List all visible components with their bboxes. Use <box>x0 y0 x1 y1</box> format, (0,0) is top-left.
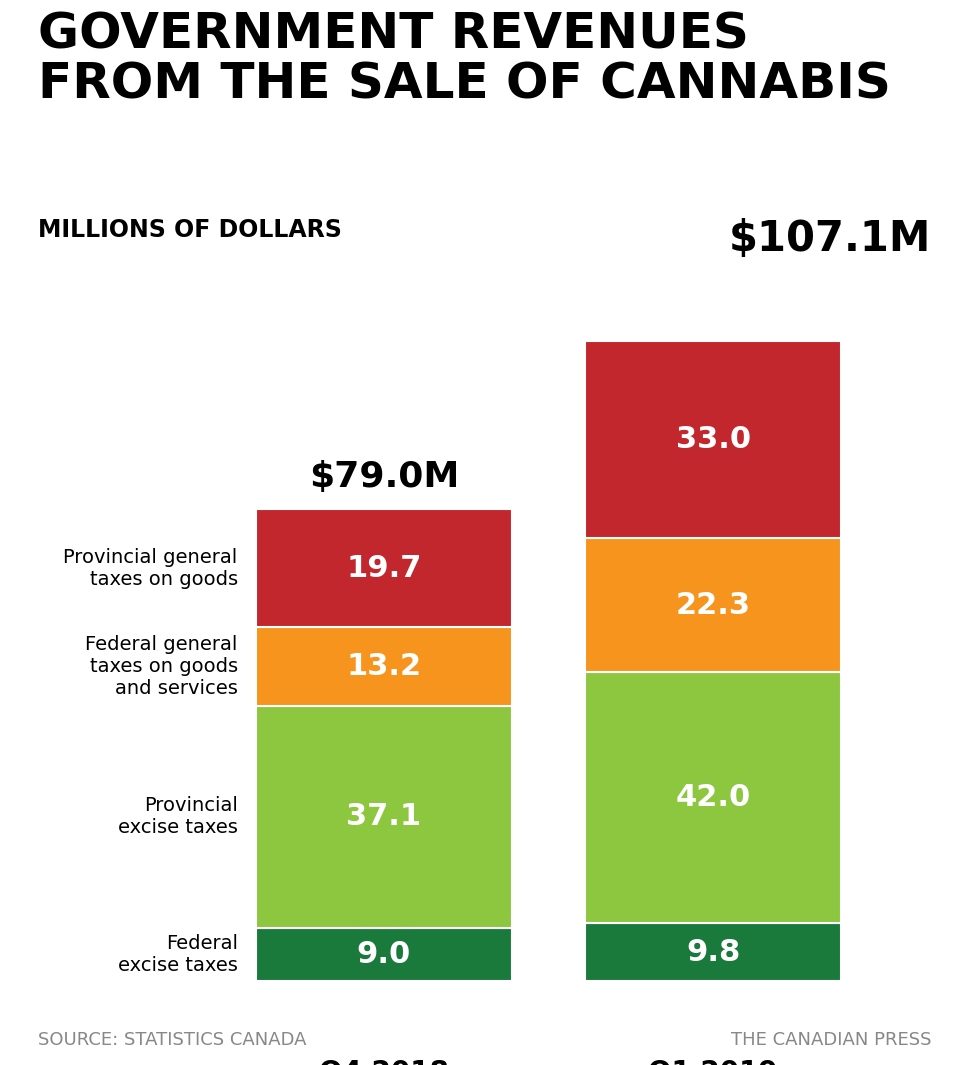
Text: 37.1: 37.1 <box>347 802 421 831</box>
Text: 33.0: 33.0 <box>676 425 751 455</box>
Bar <box>256 509 512 627</box>
Text: 13.2: 13.2 <box>347 652 421 681</box>
Text: Q4 2018: Q4 2018 <box>319 1059 449 1065</box>
Bar <box>256 627 512 706</box>
Text: 9.8: 9.8 <box>686 937 740 967</box>
Text: 42.0: 42.0 <box>676 783 751 812</box>
Bar <box>586 922 841 981</box>
Text: SOURCE: STATISTICS CANADA: SOURCE: STATISTICS CANADA <box>38 1031 307 1049</box>
Text: Provincial
excise taxes: Provincial excise taxes <box>118 797 238 837</box>
Bar <box>586 341 841 539</box>
Bar <box>256 928 512 981</box>
Text: GOVERNMENT REVENUES
FROM THE SALE OF CANNABIS: GOVERNMENT REVENUES FROM THE SALE OF CAN… <box>38 11 891 109</box>
Bar <box>256 706 512 928</box>
Bar <box>586 539 841 672</box>
Text: 22.3: 22.3 <box>676 591 751 620</box>
Text: 19.7: 19.7 <box>347 554 421 583</box>
Text: THE CANADIAN PRESS: THE CANADIAN PRESS <box>731 1031 931 1049</box>
Text: $79.0M: $79.0M <box>309 460 459 494</box>
Text: $107.1M: $107.1M <box>729 218 931 260</box>
Text: Provincial general
taxes on goods: Provincial general taxes on goods <box>63 547 238 589</box>
Bar <box>586 672 841 922</box>
Text: Federal
excise taxes: Federal excise taxes <box>118 934 238 974</box>
Text: Q1 2019: Q1 2019 <box>648 1059 778 1065</box>
Text: Federal general
taxes on goods
and services: Federal general taxes on goods and servi… <box>85 635 238 698</box>
Text: 9.0: 9.0 <box>357 940 411 969</box>
Text: MILLIONS OF DOLLARS: MILLIONS OF DOLLARS <box>38 218 343 243</box>
